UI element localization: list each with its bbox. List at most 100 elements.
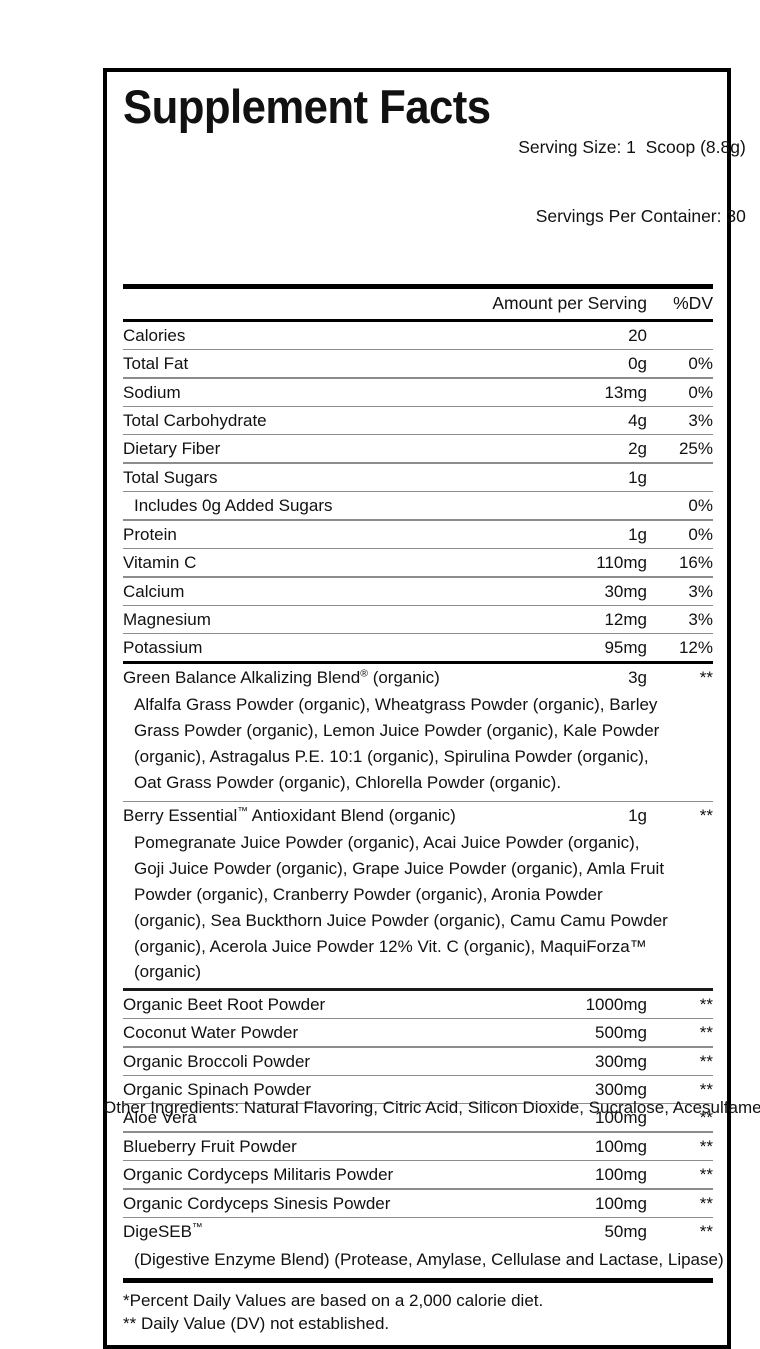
nutrient-name: Potassium — [123, 638, 203, 658]
row-divider — [123, 462, 713, 464]
table-row: Calcium 30mg 3% — [123, 578, 713, 605]
nutrient-name: Dietary Fiber — [123, 439, 221, 459]
table-row: Aloe Vera 100mg ** — [123, 1104, 713, 1131]
blend-header-row: Green Balance Alkalizing Blend® (organic… — [123, 664, 713, 691]
nutrient-name: Calcium — [123, 581, 185, 601]
row-divider — [123, 490, 713, 493]
nutrient-amount: 1g — [628, 467, 647, 487]
nutrient-amount: 1g — [628, 524, 647, 544]
row-divider — [123, 547, 713, 550]
ingredient-amount: 1000mg — [585, 994, 647, 1014]
blend-ingredients: Pomegranate Juice Powder (organic), Acai… — [134, 833, 668, 982]
row-divider — [123, 576, 713, 578]
nutrient-dv: 16% — [678, 553, 713, 573]
table-row: Vitamin C 110mg 16% — [123, 549, 713, 576]
blend-name: Berry Essential™ Antioxidant Blend (orga… — [123, 805, 456, 826]
blend-dv: ** — [699, 806, 713, 826]
blend-amount: 1g — [628, 806, 647, 826]
ingredient-amount: 100mg — [595, 1165, 647, 1185]
table-row: Total Sugars 1g — [123, 464, 713, 491]
table-row: Dietary Fiber 2g 25% — [123, 435, 713, 462]
blend-dv: ** — [699, 668, 713, 688]
ingredient-dv: ** — [699, 1136, 713, 1156]
table-row: Total Carbohydrate 4g 3% — [123, 407, 713, 434]
ingredient-dv: ** — [699, 1108, 713, 1128]
table-row: Coconut Water Powder 500mg ** — [123, 1019, 713, 1046]
nutrient-amount: 4g — [628, 411, 647, 431]
nutrient-name: Total Carbohydrate — [123, 411, 267, 431]
ingredient-dv: ** — [699, 1023, 713, 1043]
footnotes: *Percent Daily Values are based on a 2,0… — [123, 1283, 713, 1346]
nutrient-dv: 3% — [688, 581, 713, 601]
ingredient-name: Organic Spinach Powder — [123, 1079, 312, 1099]
ingredient-dv: ** — [699, 1165, 713, 1185]
table-row: Sodium 13mg 0% — [123, 379, 713, 406]
nutrient-name: Calories — [123, 325, 186, 345]
servings-per-container: Servings Per Container: 30 — [535, 206, 746, 227]
nutrient-dv: 12% — [678, 638, 713, 658]
column-header-divider — [123, 318, 713, 322]
nutrient-name: Sodium — [123, 382, 181, 402]
nutrient-dv: 0% — [688, 524, 713, 544]
nutrient-dv: 0% — [688, 382, 713, 402]
row-divider — [123, 1159, 713, 1162]
trademark-mark: ™ — [191, 1221, 203, 1234]
row-divider — [123, 633, 713, 635]
nutrient-dv: 3% — [688, 609, 713, 629]
ingredient-name: Organic Cordyceps Sinesis Powder — [123, 1193, 391, 1213]
enzyme-description: (Digestive Enzyme Blend) (Protease, Amyl… — [134, 1250, 724, 1270]
row-divider — [123, 1131, 713, 1133]
ingredient-dv: ** — [699, 1079, 713, 1099]
blend-header-row: Berry Essential™ Antioxidant Blend (orga… — [123, 802, 713, 829]
footnote-dv-not-established: ** Daily Value (DV) not established. — [123, 1314, 390, 1334]
table-row: Protein 1g 0% — [123, 521, 713, 548]
page-title: Supplement Facts — [123, 80, 491, 133]
nutrient-name: Total Sugars — [123, 467, 218, 487]
serving-size: Serving Size: 1 Scoop (8.8g) — [518, 137, 746, 158]
nutrient-dv: 3% — [688, 411, 713, 431]
nutrient-amount: 0g — [628, 354, 647, 374]
column-header-row: Amount per Serving %DV — [123, 289, 713, 319]
table-row: Blueberry Fruit Powder 100mg ** — [123, 1133, 713, 1160]
ingredient-dv: ** — [699, 1193, 713, 1213]
table-row: Organic Cordyceps Sinesis Powder 100mg ** — [123, 1190, 713, 1217]
row-divider — [123, 1074, 713, 1076]
trademark-mark: ® — [360, 667, 368, 680]
ingredient-amount: 100mg — [595, 1136, 647, 1156]
table-row: Total Fat 0g 0% — [123, 350, 713, 377]
ingredient-amount: 100mg — [595, 1108, 647, 1128]
nutrient-name: Protein — [123, 524, 177, 544]
ingredient-name: Blueberry Fruit Powder — [123, 1136, 297, 1156]
footnote-daily-values: *Percent Daily Values are based on a 2,0… — [123, 1290, 544, 1310]
nutrient-amount: 30mg — [604, 581, 647, 601]
label-header: Supplement Facts Serving Size: 1 Scoop (… — [123, 72, 746, 275]
row-divider — [123, 1102, 713, 1105]
table-row: Includes 0g Added Sugars 0% — [123, 492, 713, 519]
ingredient-dv: ** — [699, 994, 713, 1014]
nutrient-amount: 13mg — [604, 382, 647, 402]
row-divider — [123, 405, 713, 408]
nutrient-name: Includes 0g Added Sugars — [134, 496, 333, 516]
row-divider — [123, 377, 713, 379]
table-row: Organic Beet Root Powder 1000mg ** — [123, 991, 713, 1018]
title-divider — [123, 283, 713, 289]
nutrient-amount: 12mg — [604, 609, 647, 629]
nutrient-amount: 95mg — [604, 638, 647, 658]
ingredient-name: Organic Cordyceps Militaris Powder — [123, 1165, 394, 1185]
blend-rows: Green Balance Alkalizing Blend® (organic… — [123, 664, 713, 988]
row-divider — [123, 434, 713, 436]
table-row: Potassium 95mg 12% — [123, 634, 713, 661]
ingredient-name: Coconut Water Powder — [123, 1023, 299, 1043]
serving-info: Serving Size: 1 Scoop (8.8g) Servings Pe… — [518, 84, 746, 275]
ingredient-section-divider — [123, 988, 713, 991]
nutrient-name: Vitamin C — [123, 553, 197, 573]
row-divider — [123, 800, 713, 803]
table-row: Organic Broccoli Powder 300mg ** — [123, 1048, 713, 1075]
row-divider — [123, 519, 713, 521]
ingredient-amount: 500mg — [595, 1023, 647, 1043]
nutrient-dv: 0% — [688, 354, 713, 374]
table-row: Organic Spinach Powder 300mg ** — [123, 1076, 713, 1103]
ingredient-name: Aloe Vera — [123, 1108, 197, 1128]
nutrient-rows: Calories 20 Total Fat 0g 0% Sodium 13mg 0% Total… — [123, 322, 713, 662]
ingredient-amount: 100mg — [595, 1193, 647, 1213]
